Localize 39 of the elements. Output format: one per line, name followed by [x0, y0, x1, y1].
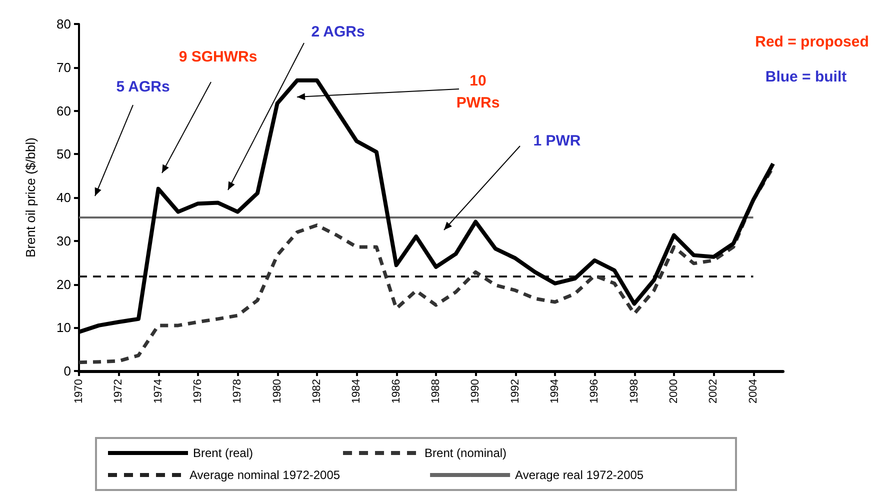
y-tick-label: 50 [56, 146, 71, 162]
annotation: 5 AGRs [116, 78, 170, 96]
annotation: 9 SGHWRs [178, 48, 258, 66]
x-tick-label: 1974 [152, 379, 164, 404]
x-tick-label: 1982 [310, 379, 323, 404]
x-tick-label: 1984 [350, 379, 363, 404]
x-tick-label: 1976 [192, 379, 204, 404]
annotation: 1 PWR [533, 132, 581, 150]
y-tick-label: 70 [56, 60, 71, 75]
y-axis-title: Brent oil price ($/bbl) [23, 138, 38, 258]
annotation: Blue = built [765, 68, 847, 86]
y-tick-label: 0 [64, 364, 71, 378]
x-tick-label: 1978 [232, 379, 244, 404]
annotation: 10 PWRs [456, 72, 500, 112]
y-tick-label: 40 [56, 190, 71, 205]
legend-label: Brent (real) [193, 446, 254, 460]
x-tick-label: 1972 [112, 379, 125, 404]
x-tick-label: 1988 [430, 379, 442, 404]
legend-label: Average nominal 1972-2005 [190, 468, 340, 482]
x-tick-label: 1998 [628, 379, 640, 404]
legend-label: Average real 1972-2005 [515, 468, 644, 482]
y-tick-label: 10 [56, 320, 71, 336]
x-tick-label: 1996 [588, 379, 601, 404]
x-tick-label: 1986 [390, 379, 402, 404]
x-tick-label: 2000 [668, 379, 680, 404]
y-tick-label: 60 [56, 103, 71, 118]
x-tick-label: 2002 [708, 379, 720, 404]
legend-label: Brent (nominal) [424, 446, 507, 460]
x-tick-label: 1992 [509, 379, 522, 404]
x-tick-label: 2004 [747, 379, 760, 404]
x-tick-label: 1980 [271, 379, 284, 404]
annotation: 2 AGRs [311, 24, 365, 40]
y-tick-label: 30 [56, 233, 71, 248]
x-tick-label: 1990 [470, 379, 482, 404]
x-tick-label: 1994 [548, 379, 561, 404]
annotation: Red = proposed [755, 34, 869, 50]
x-tick-label: 1970 [73, 379, 85, 404]
y-tick-label: 20 [56, 276, 71, 292]
y-tick-label: 80 [56, 16, 71, 32]
